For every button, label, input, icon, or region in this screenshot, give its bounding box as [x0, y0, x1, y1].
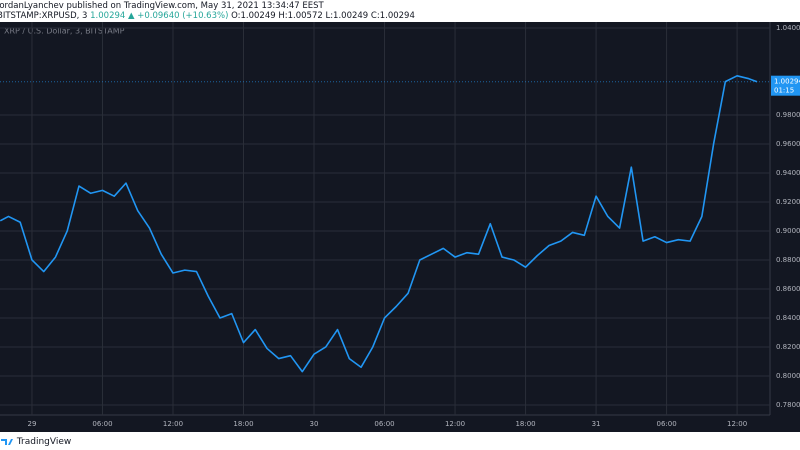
last-price-label: 1.00294 [774, 78, 800, 86]
logo [1, 439, 13, 445]
x-tick-label: 30 [310, 420, 319, 428]
price-line [0, 75, 758, 373]
symbol-line: BITSTAMP:XRPUSD, 3 1.00294 ▲ +0.09640 (+… [0, 11, 415, 21]
y-tick-label: 1.04000 [776, 24, 800, 32]
up-arrow: ▲ [128, 11, 135, 21]
x-tick-label: 06:00 [92, 420, 112, 428]
symbol: BITSTAMP:XRPUSD, 3 [0, 11, 88, 21]
x-tick-label: 12:00 [163, 420, 183, 428]
last: 1.00294 [90, 11, 126, 21]
x-tick-label: 18:00 [515, 420, 535, 428]
x-tick-label: 29 [28, 420, 37, 428]
countdown: 01:15 [774, 87, 794, 95]
footer: TradingView [0, 437, 71, 447]
x-tick-label: 12:00 [727, 420, 747, 428]
chart-bg [0, 22, 800, 432]
chart-title: XRP / U.S. Dollar, 3, BITSTAMP [4, 27, 125, 36]
x-tick-label: 31 [592, 420, 601, 428]
last-price-badge [771, 75, 800, 96]
x-tick-label: 06:00 [374, 420, 394, 428]
x-tick-label: 18:00 [233, 420, 253, 428]
x-tick-label: 12:00 [445, 420, 465, 428]
ohlc: O:1.00249 H:1.00572 L:1.00249 C:1.00294 [231, 11, 415, 21]
byline: jordanLyanchev published on TradingView.… [0, 1, 324, 11]
brand: TradingView [16, 437, 72, 447]
change: +0.09640 (+10.63%) [137, 11, 229, 21]
y-tick-label: 0.98000 [776, 111, 800, 119]
x-tick-label: 06:00 [656, 420, 676, 428]
